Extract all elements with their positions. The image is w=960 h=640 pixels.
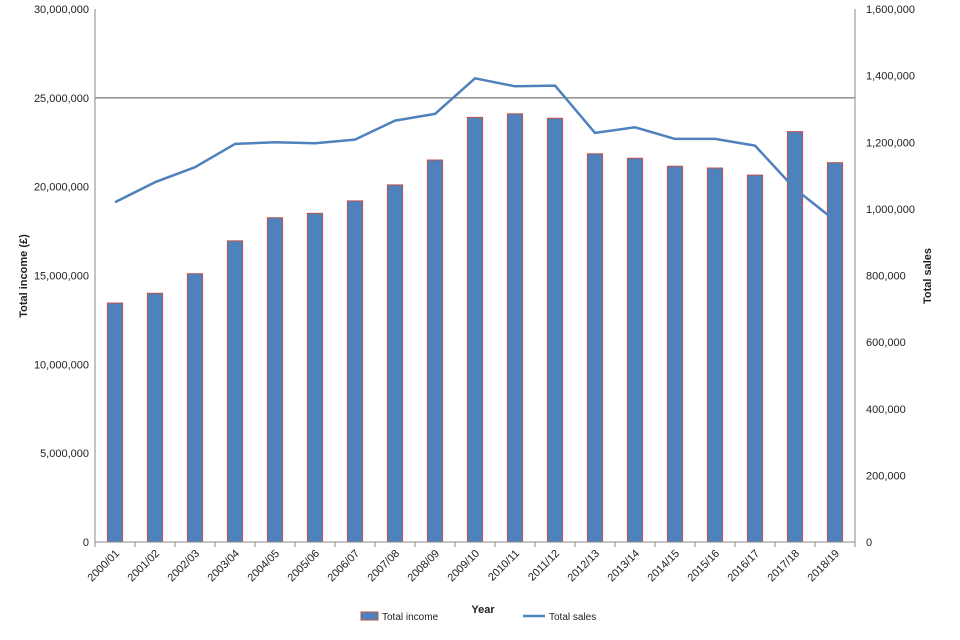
line-series-total-sales	[114, 77, 836, 222]
right-tick-label: 400,000	[866, 404, 906, 416]
x-tick-label: 2000/01	[86, 548, 123, 585]
left-tick-label: 15,000,000	[34, 271, 89, 283]
x-tick-label: 2003/04	[206, 548, 243, 585]
legend-swatch-total-income	[360, 611, 379, 621]
x-tick-label: 2001/02	[126, 548, 163, 585]
x-tick-label: 2008/09	[406, 548, 443, 585]
bar-2016/17	[746, 174, 764, 543]
bar-2011/12	[546, 117, 564, 543]
x-tick-label: 2014/15	[646, 548, 683, 585]
bar-2012/13	[586, 153, 604, 543]
x-tick-label: 2018/19	[806, 548, 843, 585]
bar-2013/14	[626, 157, 644, 543]
bar-2000/01	[106, 302, 124, 543]
legend-label-total-income: Total income	[382, 612, 439, 623]
legend: Total income Total sales	[360, 611, 596, 623]
right-tick-label: 1,200,000	[866, 137, 915, 149]
left-axis-title: Total income (£)	[18, 234, 30, 318]
bar-2001/02	[146, 292, 164, 543]
bar-2008/09	[426, 159, 444, 543]
right-tick-label: 800,000	[866, 271, 906, 283]
right-tick-label: 1,600,000	[866, 4, 915, 16]
bar-2015/16	[706, 167, 724, 543]
bar-2009/10	[466, 116, 484, 543]
x-tick-label: 2017/18	[766, 548, 803, 585]
left-tick-label: 0	[83, 537, 89, 549]
left-tick-label: 10,000,000	[34, 359, 89, 371]
right-tick-label: 1,400,000	[866, 71, 915, 83]
left-tick-label: 25,000,000	[34, 93, 89, 105]
right-axis-title: Total sales	[922, 248, 934, 304]
right-tick-label: 600,000	[866, 337, 906, 349]
left-tick-label: 5,000,000	[40, 448, 89, 460]
x-tick-label: 2005/06	[286, 548, 323, 585]
x-axis-tick-labels: 2000/01 2001/02 2002/03 2003/04 2004/05 2005/…	[86, 548, 843, 585]
left-tick-label: 20,000,000	[34, 182, 89, 194]
bar-2004/05	[266, 217, 284, 543]
left-tick-label: 30,000,000	[34, 4, 89, 16]
x-tick-label: 2015/16	[686, 548, 723, 585]
bar-2014/15	[666, 165, 684, 543]
x-tick-label: 2002/03	[166, 548, 203, 585]
x-tick-label: 2012/13	[566, 548, 603, 585]
x-tick-label: 2004/05	[246, 548, 283, 585]
x-tick-label: 2006/07	[326, 548, 363, 585]
right-tick-label: 1,000,000	[866, 204, 915, 216]
bar-2005/06	[306, 212, 324, 543]
bar-series-total-income	[106, 113, 844, 543]
right-tick-label: 0	[866, 537, 872, 549]
x-tick-label: 2013/14	[606, 548, 643, 585]
bar-2006/07	[346, 200, 364, 543]
bar-2007/08	[386, 184, 404, 543]
x-tick-label: 2011/12	[526, 548, 562, 584]
x-axis-title: Year	[471, 604, 495, 616]
chart-axes	[94, 9, 856, 547]
x-tick-label: 2010/11	[486, 548, 522, 584]
right-axis-tick-labels: 0 200,000 400,000 600,000 800,000 1,000,000 1,…	[866, 4, 915, 549]
right-tick-label: 200,000	[866, 470, 906, 482]
left-axis-tick-labels: 0 5,000,000 10,000,000 15,000,000 20,000,000…	[34, 4, 89, 549]
bar-2003/04	[226, 240, 244, 543]
x-tick-label: 2009/10	[446, 548, 483, 585]
x-tick-label: 2016/17	[726, 548, 763, 585]
legend-label-total-sales: Total sales	[549, 612, 596, 623]
bar-2010/11	[506, 113, 524, 543]
x-tick-label: 2007/08	[366, 548, 403, 585]
bar-2002/03	[186, 273, 204, 543]
